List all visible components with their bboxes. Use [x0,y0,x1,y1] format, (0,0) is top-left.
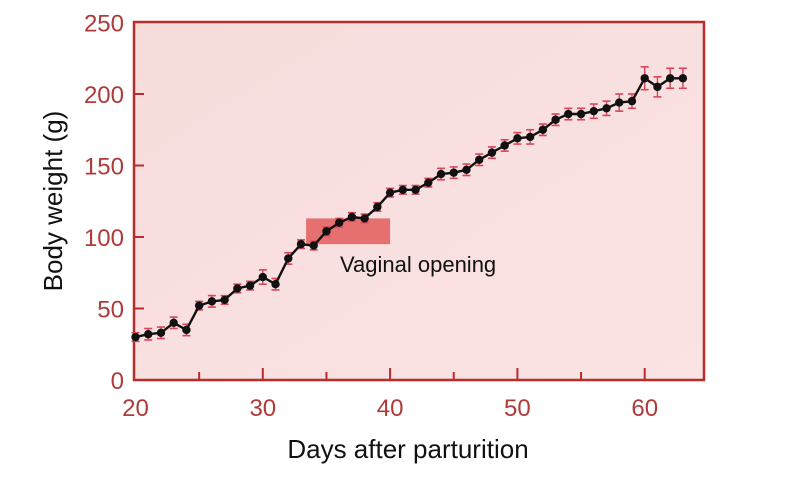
data-point [627,96,637,106]
plot-area [132,20,706,382]
x-tick-label: 30 [249,395,276,422]
data-point [131,332,140,342]
y-tick-label: 100 [84,225,124,252]
y-axis-title: Body weight (g) [38,111,68,292]
y-tick-label: 150 [84,154,124,181]
data-series [131,66,688,343]
data-point [385,188,395,197]
data-point [271,279,280,289]
data-point [258,272,267,282]
data-point [615,98,624,107]
x-tick-label: 20 [122,395,149,422]
data-point [449,168,458,177]
data-point [576,109,586,119]
data-point [602,104,611,113]
data-point [284,254,293,263]
data-point [538,125,548,134]
data-point [144,330,153,339]
data-point [500,141,509,150]
data-point [462,165,471,174]
x-axis-title: Days after parturition [287,434,528,464]
data-point [245,281,255,290]
data-point [411,185,420,195]
data-point [475,155,484,164]
data-point [398,185,408,195]
x-axis: 20 30 40 50 60 [122,368,658,422]
data-point [296,239,306,249]
data-point [182,325,191,335]
data-point [487,148,497,157]
data-point [665,74,675,83]
y-tick-label: 50 [97,297,124,324]
y-tick-label: 0 [111,368,124,395]
data-point [678,74,688,83]
data-point [525,132,535,142]
data-point [653,82,662,92]
data-point [640,74,649,83]
data-point [360,214,369,223]
data-point [334,218,344,227]
y-tick-label: 250 [84,11,124,38]
data-point [564,109,573,119]
data-point [322,227,331,236]
y-tick-label: 200 [84,82,124,109]
data-point [207,297,217,306]
data-point [373,202,382,212]
data-point [194,301,204,310]
data-point [169,318,178,327]
vaginal-opening-label: Vaginal opening [340,252,496,277]
data-point [513,134,522,143]
data-point [436,169,446,179]
data-point [424,178,433,187]
data-point [156,328,166,338]
data-point [220,295,229,305]
y-axis: 0 50 100 150 200 250 [84,11,144,395]
x-tick-label: 60 [631,395,658,422]
data-point [589,106,598,116]
data-point [347,212,357,222]
data-point [551,115,560,124]
data-point [309,241,318,250]
x-tick-label: 50 [504,395,531,422]
x-tick-label: 40 [377,395,404,422]
data-point [233,284,242,293]
